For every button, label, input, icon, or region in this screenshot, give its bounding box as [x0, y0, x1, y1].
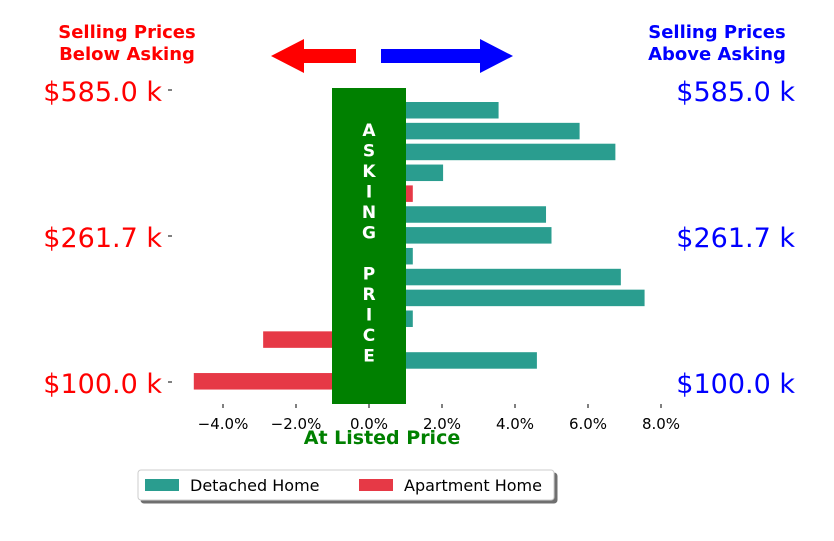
x-tick-label-4: 2.0% — [423, 415, 461, 433]
bar-7 — [369, 227, 552, 244]
asking-price-band — [332, 88, 406, 404]
x-tick-label-5: 4.0% — [496, 415, 534, 433]
bar-6 — [369, 206, 547, 223]
asking-price-letter-6: G — [362, 224, 376, 244]
asking-price-letter-1: A — [362, 121, 376, 141]
bar-10 — [369, 289, 645, 307]
bar-9 — [369, 268, 621, 286]
legend: Detached Home Apartment Home — [137, 469, 555, 501]
right-arrow-icon — [381, 39, 513, 73]
x-tick-label-1: −4.0% — [198, 415, 249, 433]
asking-price-letter-8: P — [363, 265, 375, 285]
price-label-right-bottom: $100.0 k — [676, 369, 795, 400]
legend-frame — [137, 469, 555, 501]
price-label-right-mid: $261.7 k — [676, 223, 795, 254]
bar-14 — [193, 373, 369, 390]
price-label-left-bottom: $100.0 k — [43, 369, 162, 400]
x-tick-label-3: 0.0% — [350, 415, 388, 433]
header-right-line2: Above Asking — [648, 44, 786, 65]
header-left-line1: Selling Prices — [58, 22, 195, 43]
x-axis-ticks: −4.0% −2.0% 0.0% 2.0% 4.0% 6.0% 8.0% — [198, 404, 680, 433]
asking-price-letter-9: R — [362, 285, 375, 305]
asking-price-letter-10: I — [366, 306, 372, 326]
legend-label-apartment: Apartment Home — [404, 476, 542, 495]
price-label-right-top: $585.0 k — [676, 77, 795, 108]
x-tick-label-6: 6.0% — [569, 415, 607, 433]
legend-swatch-apartment — [359, 479, 393, 491]
header-right-line1: Selling Prices — [648, 22, 785, 43]
price-label-left-top: $585.0 k — [43, 77, 162, 108]
bar-3 — [369, 143, 616, 161]
bars-group — [193, 102, 645, 390]
asking-price-letter-2: S — [363, 142, 375, 162]
legend-swatch-detached — [145, 479, 179, 491]
asking-price-letter-11: C — [363, 326, 375, 346]
bar-2 — [369, 122, 580, 140]
asking-price-letter-5: N — [362, 203, 376, 223]
bar-13 — [369, 352, 537, 369]
x-axis-label: At Listed Price — [304, 427, 460, 449]
asking-price-letter-4: I — [366, 183, 372, 203]
asking-price-letter-12: E — [363, 347, 375, 367]
price-label-left-mid: $261.7 k — [43, 223, 162, 254]
header-left-line2: Below Asking — [59, 44, 195, 65]
x-tick-label-2: −2.0% — [271, 415, 322, 433]
asking-price-letter-3: K — [362, 162, 376, 182]
left-arrow-icon — [271, 39, 356, 73]
legend-label-detached: Detached Home — [190, 476, 320, 495]
x-tick-label-7: 8.0% — [642, 415, 680, 433]
